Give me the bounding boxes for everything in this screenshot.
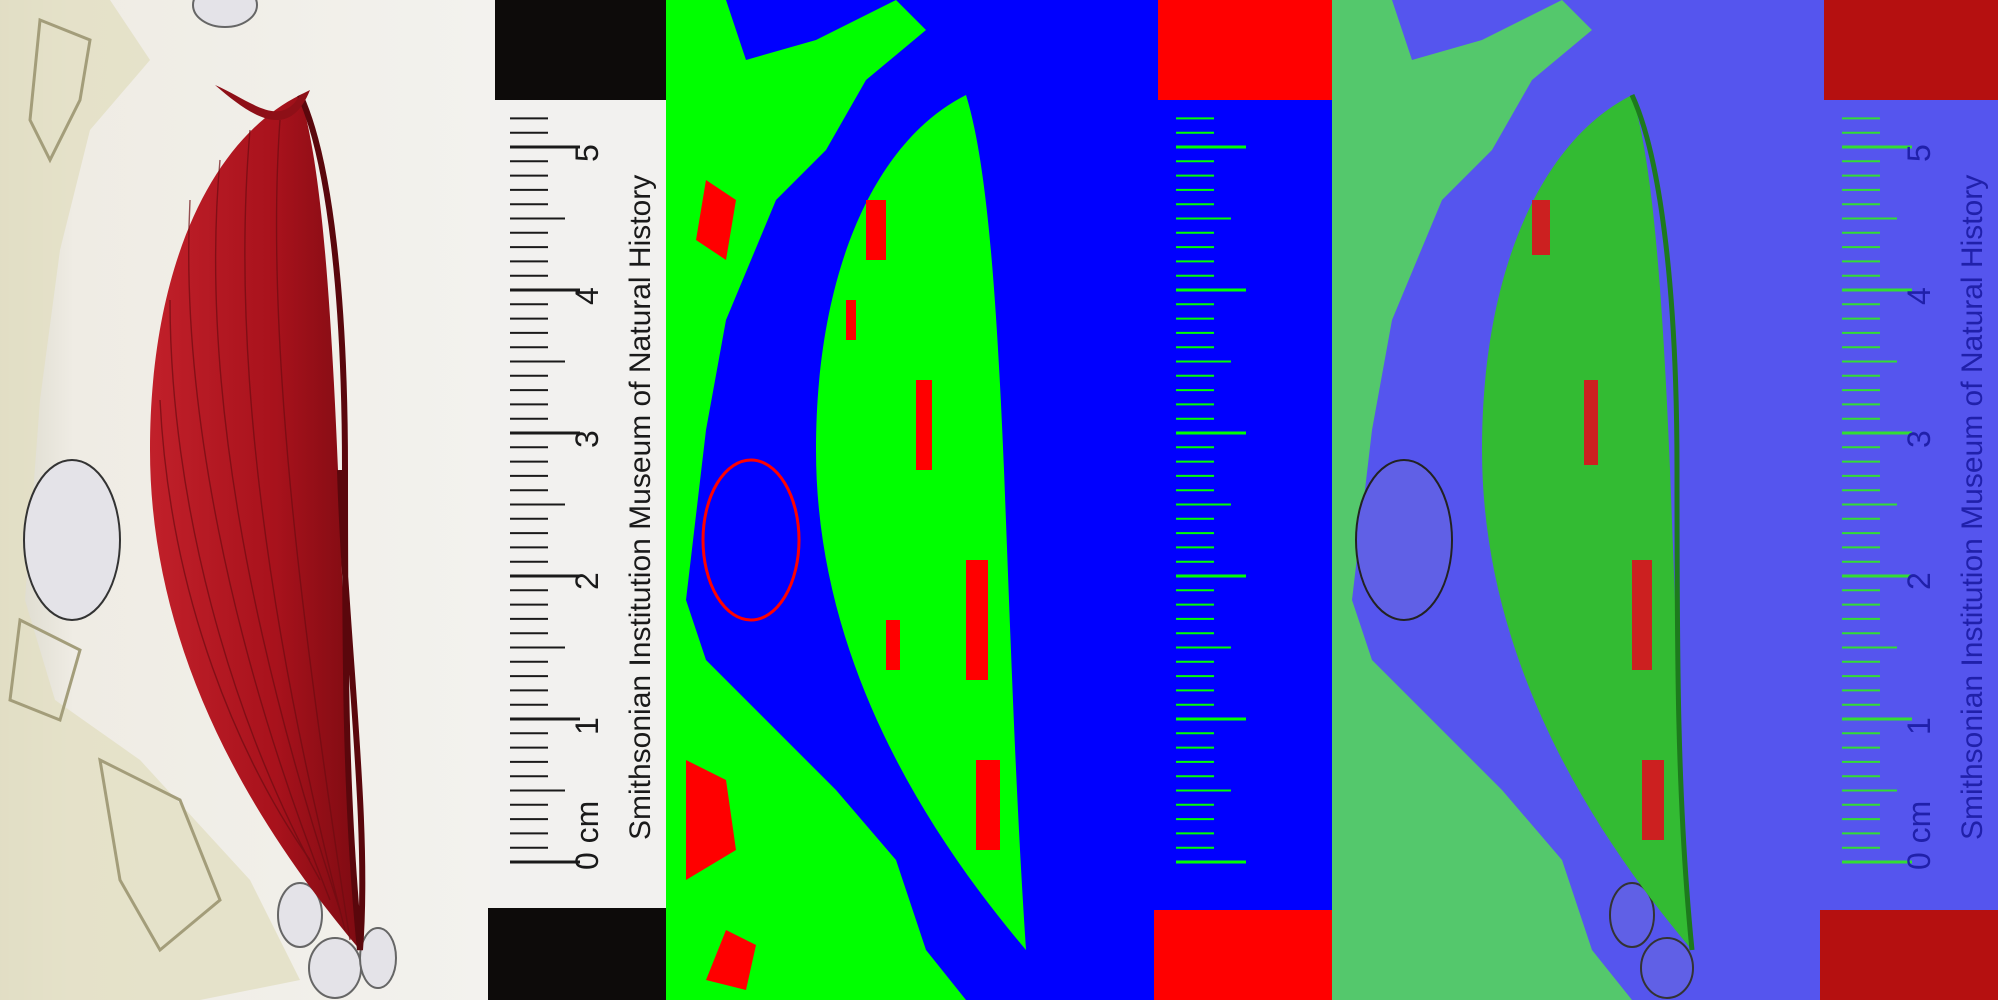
overlay-bubble — [1640, 937, 1694, 999]
scale-label-0: 0 cm — [569, 801, 605, 870]
air-bubble — [277, 882, 323, 948]
mask-specimen-red-spots — [846, 200, 1000, 850]
overlay-scale-label-4: 4 — [1901, 287, 1937, 305]
segmentation-mask — [666, 0, 1332, 1000]
air-bubble — [23, 459, 121, 621]
specimen-midrib — [297, 93, 366, 951]
air-bubble — [192, 0, 258, 28]
overlay-scale-label-5: 5 — [1901, 144, 1937, 162]
air-bubble — [308, 937, 362, 999]
scale-label-2: 2 — [569, 572, 605, 590]
overlay-scale-label-3: 3 — [1901, 430, 1937, 448]
overlay-ruler-caption: Smithsonian Institution Museum of Natura… — [1956, 175, 1989, 840]
mask-ruler-block — [1158, 0, 1332, 100]
mask-red-patches — [686, 180, 756, 990]
overlay-ruler-block — [1824, 0, 1998, 100]
mask-specimen — [816, 95, 1026, 950]
overlay-scale-label-1: 1 — [1901, 717, 1937, 735]
overlay-bubble — [1609, 882, 1655, 948]
ruler-ticks — [510, 117, 580, 864]
scale-label-3: 3 — [569, 430, 605, 448]
air-bubble — [359, 927, 397, 989]
specimen-tip — [215, 85, 310, 121]
mask-ruler-block — [1154, 910, 1332, 1000]
scale-label-1: 1 — [569, 717, 605, 735]
original-photo-panel: 0 cm 1 2 3 4 5 Smithsonian Institution M… — [0, 0, 666, 1000]
overlay-ruler-ticks — [1842, 117, 1912, 864]
mask-green-debris — [666, 0, 966, 1000]
overlay-specimen-midrib — [1629, 93, 1695, 951]
overlay-scale-label-2: 2 — [1901, 572, 1937, 590]
ruler-black-block — [488, 908, 666, 1000]
debris-outline — [8, 17, 222, 953]
overlay-panel: 0 cm 1 2 3 4 5 Smithsonian Institution M… — [1332, 0, 1998, 1000]
plant-debris — [0, 0, 300, 1000]
overlay-bubble — [1355, 459, 1453, 621]
overlay-red-spots — [1532, 200, 1664, 840]
specimen-body — [150, 95, 360, 950]
ruler-caption: Smithsonian Institution Museum of Natura… — [624, 175, 657, 840]
scale-label-5: 5 — [569, 144, 605, 162]
overlay-green-debris — [1332, 0, 1632, 1000]
mask-ruler-ticks — [1176, 117, 1246, 864]
original-photo: 0 cm 1 2 3 4 5 Smithsonian Institution M… — [0, 0, 666, 1000]
scale-label-4: 4 — [569, 287, 605, 305]
overlay-ruler-block — [1820, 910, 1998, 1000]
mask-bubble-outline — [701, 458, 801, 622]
overlay-image: 0 cm 1 2 3 4 5 Smithsonian Institution M… — [1332, 0, 1998, 1000]
overlay-specimen — [1482, 95, 1692, 950]
ruler-black-block — [495, 0, 666, 100]
segmentation-mask-panel — [666, 0, 1332, 1000]
specimen-veins — [159, 119, 351, 941]
overlay-scale-label-0: 0 cm — [1901, 801, 1937, 870]
